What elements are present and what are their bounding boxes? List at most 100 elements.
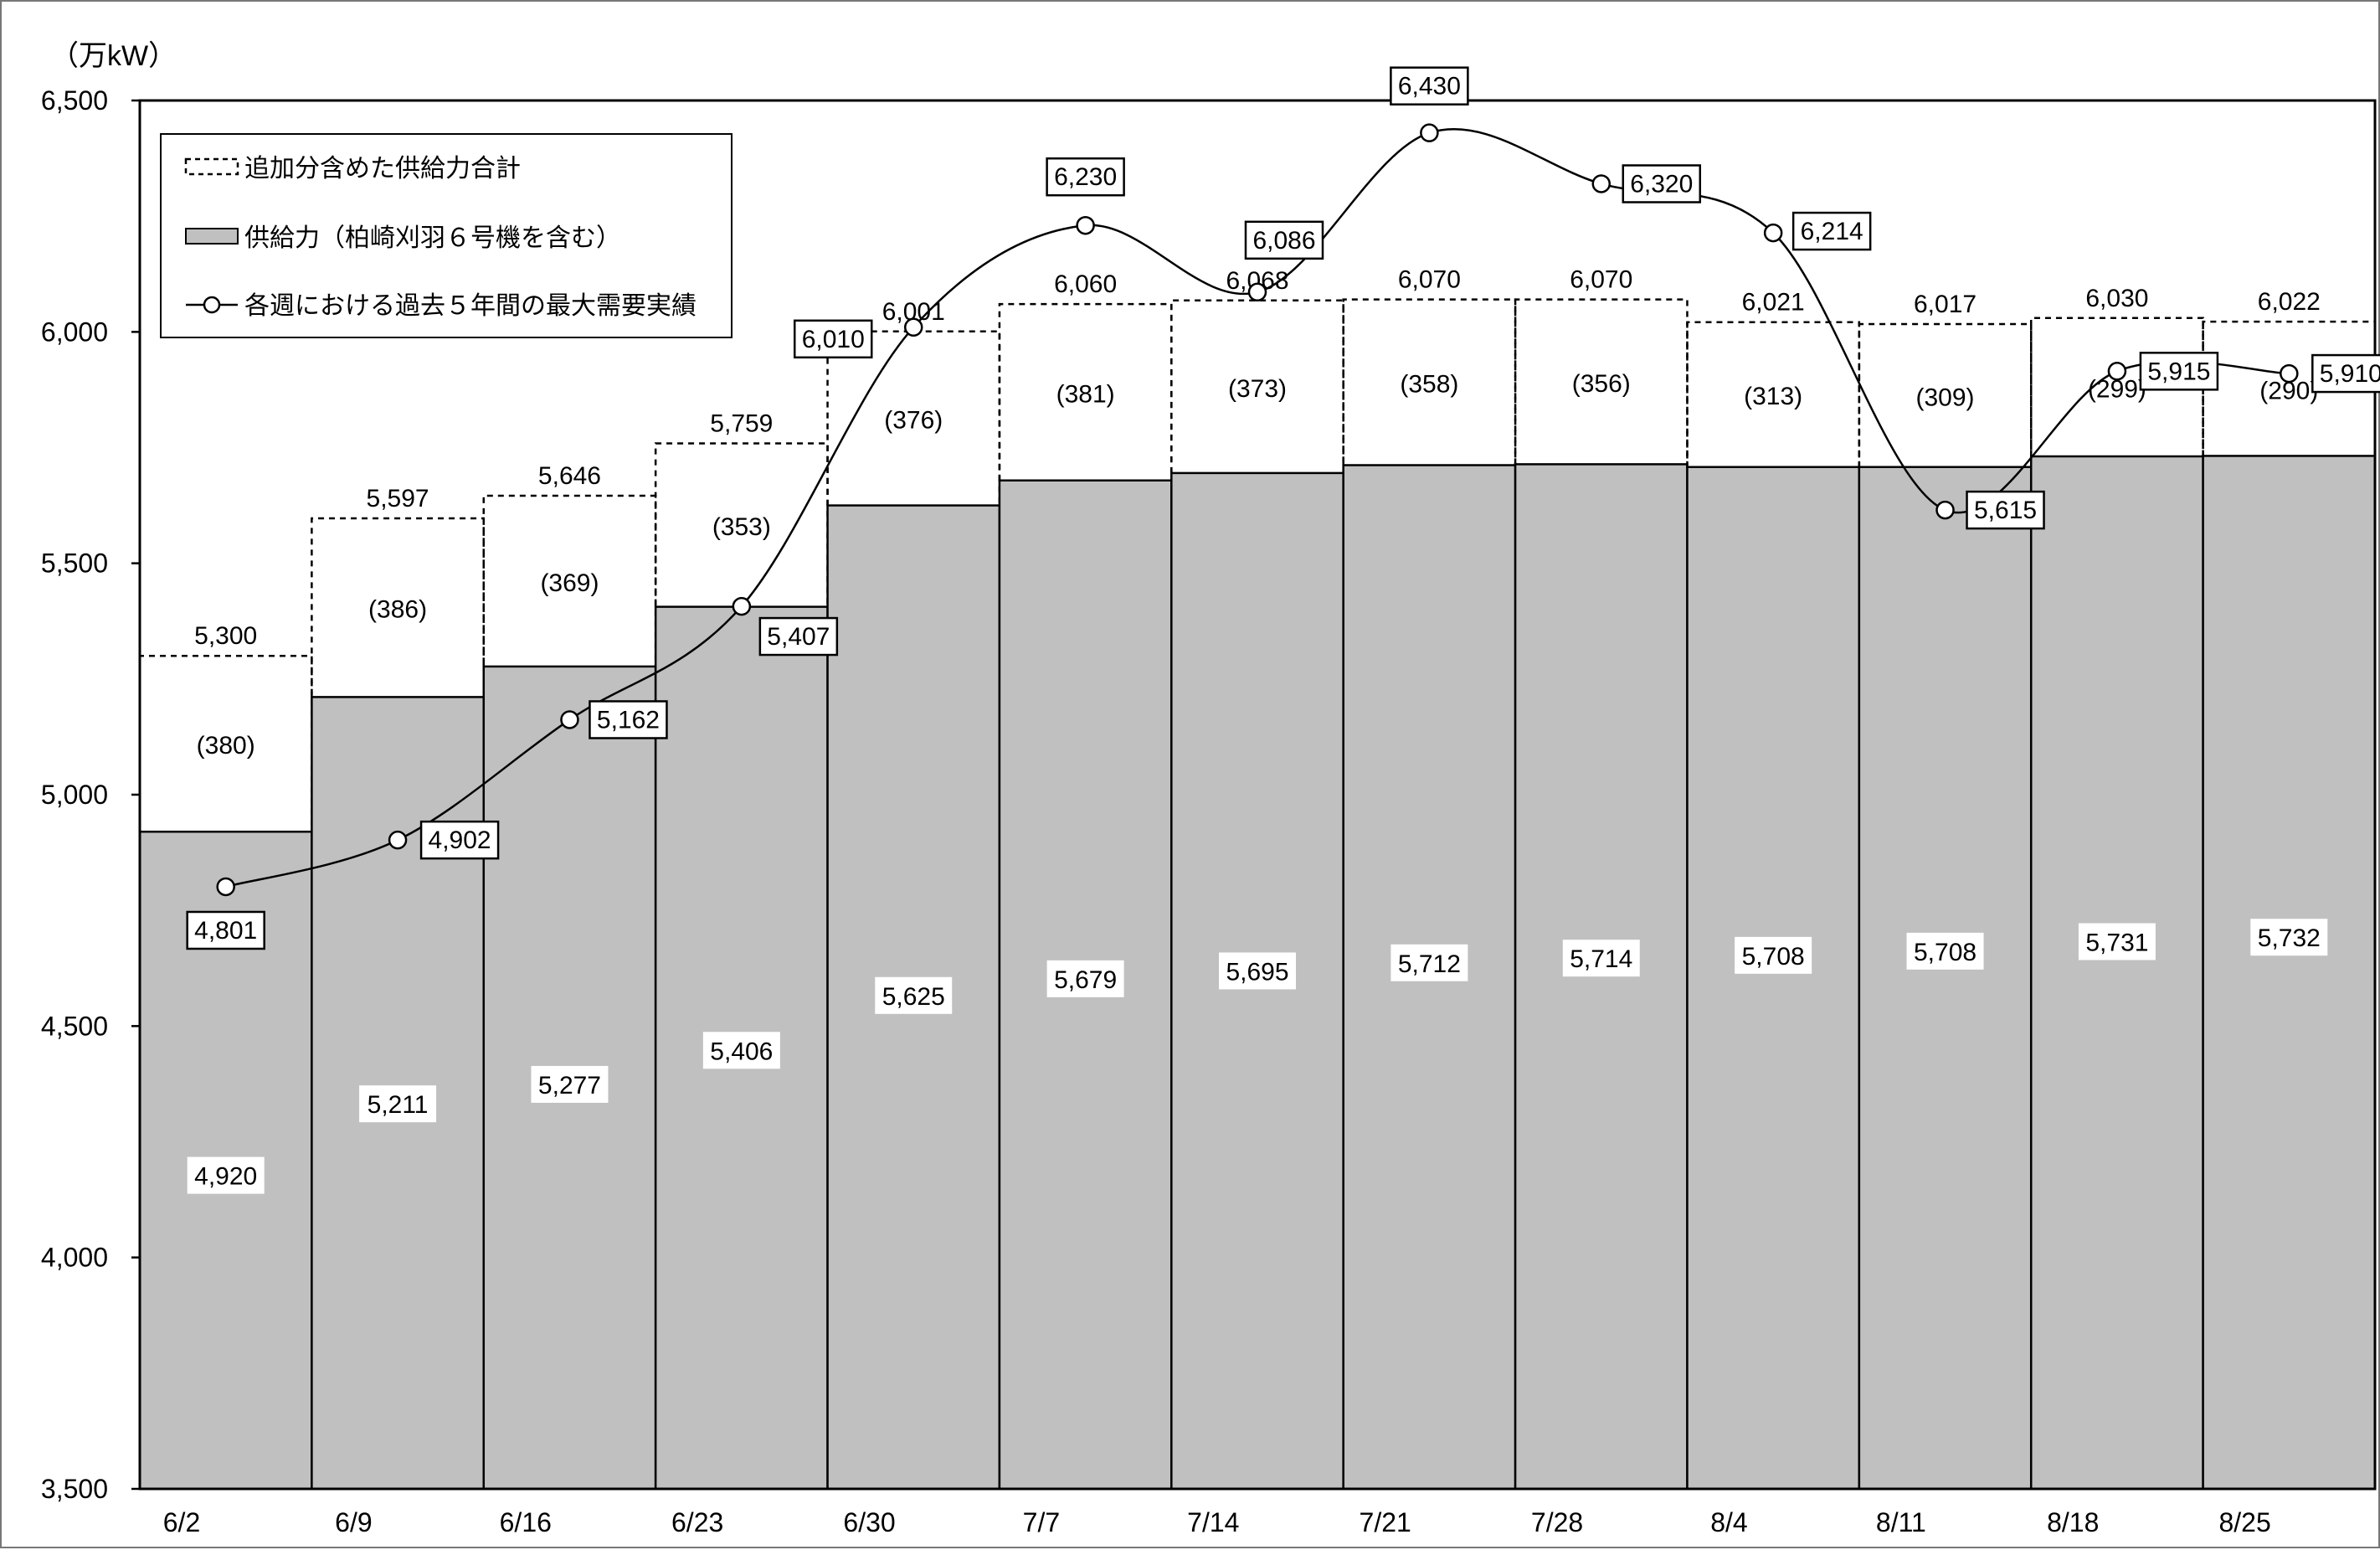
supply-value-label-bg <box>187 1156 265 1194</box>
demand-value-label-box <box>1791 211 1872 251</box>
supply-value-label-group: 5,406 <box>702 1032 780 1069</box>
x-tick-label: 6/30 <box>843 1507 895 1537</box>
supply-value-label-group: 5,708 <box>1735 936 1812 974</box>
demand-value-label-group: 6,430 <box>1390 66 1469 106</box>
demand-marker <box>2280 363 2299 384</box>
supply-value-label-bg <box>1906 932 1984 970</box>
supply-value-label-group: 5,211 <box>359 1085 437 1123</box>
legend-swatch-gray <box>185 228 239 245</box>
demand-value-label-box <box>419 820 500 860</box>
demand-value-label-box <box>2139 352 2219 391</box>
supply-bar <box>2029 455 2204 1491</box>
demand-value-label: 6,230 <box>1054 163 1117 191</box>
total-value-label: 5,597 <box>367 485 429 512</box>
x-tick-label: 7/14 <box>1187 1507 1239 1537</box>
x-tick-label: 8/4 <box>1710 1507 1747 1537</box>
supply-value-label-bg <box>1735 936 1812 974</box>
demand-line-layer: 4,801 4,902 5,162 5,407 6,010 6,230 6,086 6,430… <box>186 66 2380 950</box>
bars-layer <box>138 298 2377 1491</box>
y-tick-label: 6,500 <box>41 85 108 116</box>
demand-marker <box>903 317 923 337</box>
supply-value-label-group: 5,277 <box>531 1065 609 1103</box>
supply-bar <box>2202 455 2377 1491</box>
supply-value-label: 5,406 <box>710 1038 773 1065</box>
y-tick-label: 6,000 <box>41 317 108 347</box>
x-tick-label: 6/9 <box>335 1507 372 1537</box>
additional-total-outline <box>1686 321 1861 467</box>
addition-value-label: (356) <box>1572 370 1631 398</box>
demand-value-label: 6,214 <box>1801 218 1863 245</box>
legend-box <box>160 133 733 338</box>
addition-value-label: (376) <box>884 407 943 435</box>
addition-value-label: (381) <box>1056 380 1115 408</box>
demand-value-label-box <box>1966 490 2045 530</box>
demand-value-label-group: 5,910 <box>2311 353 2380 394</box>
demand-value-label-box <box>1244 220 1324 260</box>
legend-swatch-marker <box>203 296 221 314</box>
demand-value-label-box <box>2311 353 2380 394</box>
y-tick-label: 5,500 <box>41 548 108 579</box>
demand-marker <box>1247 282 1267 302</box>
demand-marker <box>388 830 408 850</box>
additional-total-outline <box>1342 298 1517 466</box>
supply-value-label-bg <box>1046 960 1124 997</box>
demand-value-label-box <box>589 700 668 739</box>
demand-value-label-group: 5,615 <box>1966 490 2045 530</box>
total-value-label: 6,030 <box>2085 285 2148 312</box>
demand-value-label: 6,086 <box>1252 227 1315 255</box>
addition-value-label: (373) <box>1228 375 1287 403</box>
supply-value-label-bg <box>1219 952 1296 990</box>
addition-value-label: (358) <box>1400 371 1458 399</box>
supply-value-label-bg <box>702 1032 780 1069</box>
demand-value-label-group: 5,162 <box>589 700 668 739</box>
x-tick-label: 6/23 <box>671 1507 723 1537</box>
demand-value-label-group: 4,902 <box>419 820 500 860</box>
demand-value-label-group: 6,086 <box>1244 220 1324 260</box>
x-tick-label: 8/11 <box>1876 1507 1926 1537</box>
y-tick-label: 3,500 <box>41 1474 108 1504</box>
y-axis-unit-label: （万kW） <box>50 40 177 72</box>
demand-marker <box>216 877 235 897</box>
y-tick-label: 4,500 <box>41 1011 108 1041</box>
addition-value-label: (386) <box>368 596 427 624</box>
supply-value-label: 5,708 <box>1914 939 1976 966</box>
supply-value-label: 5,731 <box>2085 929 2148 957</box>
x-tick-label: 8/18 <box>2047 1507 2099 1537</box>
x-tick-label: 7/7 <box>1023 1507 1060 1537</box>
demand-value-label: 5,910 <box>2320 360 2380 388</box>
demand-marker <box>560 710 579 729</box>
supply-value-label-group: 5,695 <box>1219 952 1296 990</box>
supply-value-label-group: 5,732 <box>2250 919 2328 956</box>
supply-value-label-group: 4,920 <box>187 1156 265 1194</box>
additional-total-outline <box>1514 298 1689 465</box>
total-value-label: 5,300 <box>194 622 257 650</box>
demand-value-label-group: 4,801 <box>186 910 265 950</box>
additional-total-outline <box>1858 322 2033 467</box>
supply-value-label: 4,920 <box>194 1163 257 1191</box>
demand-marker <box>1420 123 1439 142</box>
demand-value-label: 6,320 <box>1630 170 1693 198</box>
supply-value-label-bg <box>1562 940 1640 977</box>
demand-marker <box>1076 215 1095 235</box>
demand-value-label: 5,162 <box>597 706 660 734</box>
supply-value-label: 5,732 <box>2258 924 2321 952</box>
y-tick-label: 4,000 <box>41 1243 108 1273</box>
demand-value-label: 5,915 <box>2147 358 2210 385</box>
supply-value-label-group: 5,714 <box>1562 940 1640 977</box>
demand-value-label-group: 6,010 <box>793 319 873 359</box>
legend-item-supply: 供給力（柏崎刈羽６号機を含む） <box>185 224 621 252</box>
x-tick-label: 6/2 <box>163 1507 200 1537</box>
addition-value-label: (369) <box>540 569 599 597</box>
total-value-label: 6,070 <box>1570 266 1632 294</box>
legend-item-additional-total: 追加分含めた供給力合計 <box>184 155 521 183</box>
x-tick-label: 7/21 <box>1360 1507 1411 1537</box>
supply-value-label: 5,714 <box>1570 945 1632 973</box>
legend: 追加分含めた供給力合計 供給力（柏崎刈羽６号機を含む） 各週における過去５年間の… <box>160 133 733 338</box>
supply-value-label-bg <box>1390 944 1468 981</box>
legend-label-additional-total: 追加分含めた供給力合計 <box>244 155 521 183</box>
supply-value-label: 5,708 <box>1742 943 1805 971</box>
supply-value-label: 5,695 <box>1226 958 1288 986</box>
demand-marker <box>1935 500 1955 520</box>
supply-value-label: 5,211 <box>368 1091 429 1119</box>
